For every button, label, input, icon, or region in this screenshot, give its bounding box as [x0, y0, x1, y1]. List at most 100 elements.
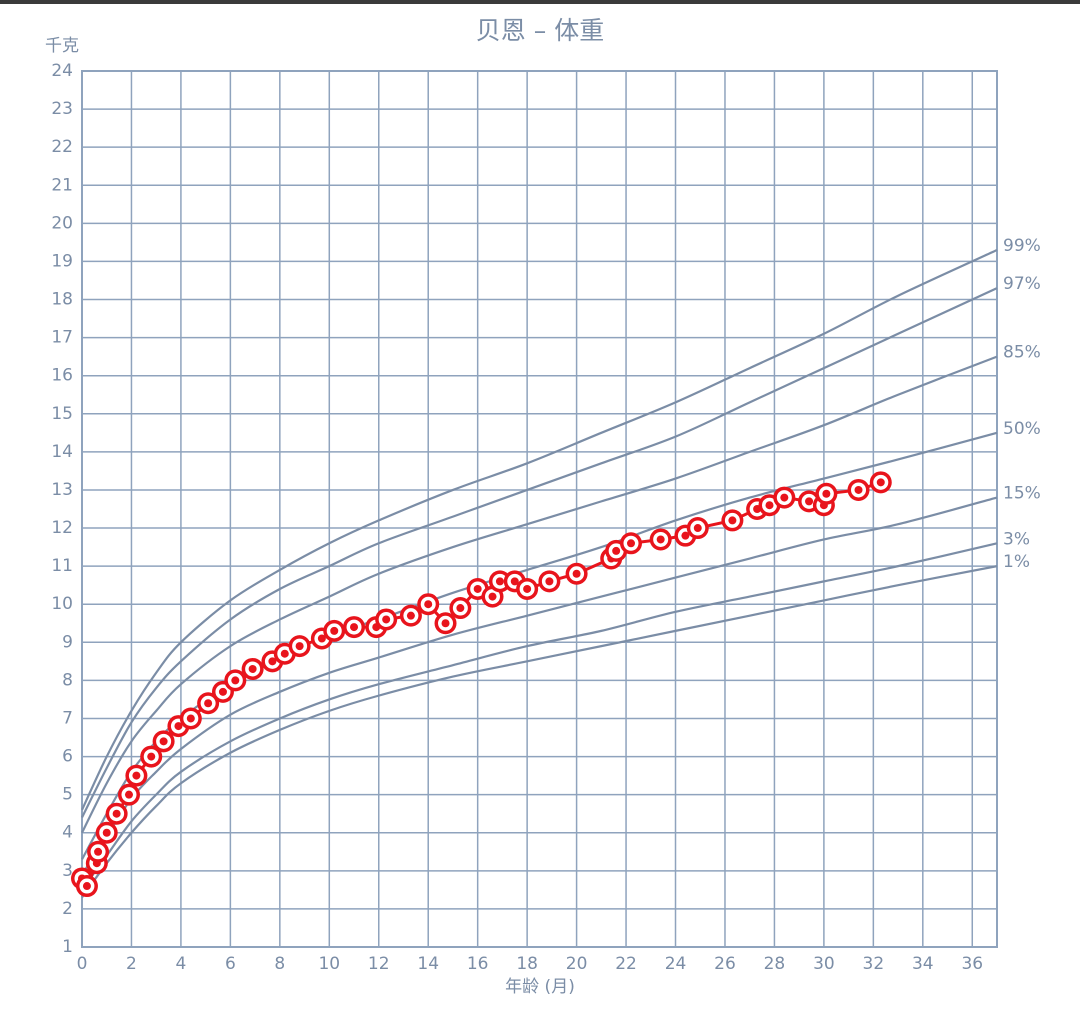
marker-dot [268, 657, 277, 666]
measurement-point [179, 707, 202, 730]
y-tick-label: 6 [62, 747, 73, 767]
measurement-point [565, 562, 588, 585]
marker-dot [780, 493, 789, 502]
marker-dot [545, 577, 554, 586]
marker-dot [174, 722, 183, 731]
chart-title: 贝恩 – 体重 [476, 16, 604, 45]
measurement-line [80, 480, 882, 890]
marker-dot [295, 642, 304, 651]
marker-dot [280, 649, 289, 658]
y-tick-label: 10 [51, 594, 73, 614]
x-tick-label: 14 [417, 954, 439, 974]
measurement-point [125, 764, 148, 787]
marker-dot [627, 539, 635, 548]
y-tick-label: 8 [62, 670, 73, 690]
percentile-curve [81, 287, 998, 818]
marker-dot [495, 577, 504, 586]
marker-dot [728, 516, 737, 525]
marker-dot [488, 592, 497, 601]
marker-dot [805, 497, 814, 506]
y-tick-label: 9 [62, 632, 73, 652]
y-tick-label: 12 [51, 518, 73, 538]
y-tick-label: 23 [51, 99, 73, 119]
measurement-point [152, 730, 175, 753]
y-tick-label: 17 [51, 328, 73, 348]
marker-dot [132, 771, 141, 780]
marker-dot [854, 485, 863, 494]
marker-dot [765, 501, 774, 510]
x-tick-label: 0 [77, 954, 88, 974]
percentile-label: 50% [1003, 419, 1041, 439]
y-tick-label: 3 [62, 861, 73, 881]
y-tick-label: 21 [51, 175, 73, 195]
x-tick-label: 6 [225, 954, 236, 974]
percentile-curve [81, 565, 998, 899]
marker-dot [406, 611, 415, 620]
marker-dot [473, 584, 482, 593]
measurement-point [375, 608, 398, 631]
percentile-label: 97% [1003, 274, 1041, 294]
measurement-point [117, 783, 140, 806]
measurement-point [847, 478, 870, 501]
y-tick-label: 4 [62, 823, 73, 843]
measurement-point [197, 692, 220, 715]
measurement-point [224, 669, 247, 692]
x-tick-label: 36 [961, 954, 983, 974]
measurement-point [815, 482, 838, 505]
marker-dot [147, 752, 156, 761]
marker-dot [572, 569, 581, 578]
marker-dot [350, 623, 359, 632]
x-tick-label: 12 [368, 954, 390, 974]
measurement-point [140, 745, 163, 768]
x-tick-label: 28 [764, 954, 786, 974]
measurement-point [449, 597, 472, 620]
measurement-point [343, 616, 366, 639]
measurement-point [516, 577, 539, 600]
marker-dot [876, 478, 885, 487]
measurement-point [538, 570, 561, 593]
percentile-label: 99% [1003, 236, 1041, 256]
x-tick-label: 24 [665, 954, 687, 974]
marker-dot [424, 600, 433, 609]
y-tick-label: 20 [51, 213, 73, 233]
x-tick-label: 4 [176, 954, 187, 974]
x-tick-label: 20 [566, 954, 588, 974]
x-tick-label: 2 [126, 954, 137, 974]
y-tick-label: 2 [62, 899, 73, 919]
marker-dot [112, 809, 121, 818]
y-tick-label: 16 [51, 366, 73, 386]
x-tick-label: 16 [467, 954, 489, 974]
marker-dot [382, 615, 391, 624]
plot-frame [81, 70, 998, 948]
y-tick-label: 5 [62, 785, 73, 805]
y-tick-label: 22 [51, 137, 73, 157]
y-tick-label: 19 [51, 251, 73, 271]
x-tick-label: 10 [318, 954, 340, 974]
marker-dot [510, 577, 519, 586]
x-tick-label: 34 [912, 954, 934, 974]
measurement-point [434, 612, 457, 635]
x-tick-label: 32 [863, 954, 885, 974]
top-bar [0, 0, 1080, 4]
marker-dot [231, 676, 240, 685]
measurement-point [95, 821, 118, 844]
measurement-point [649, 528, 672, 551]
measurement-point [323, 619, 346, 642]
percentile-curve [81, 542, 998, 891]
y-tick-label: 1 [62, 937, 73, 957]
measurement-point [620, 532, 642, 555]
x-axis-label: 年龄 (月) [505, 977, 575, 997]
measurement-point [417, 593, 440, 616]
marker-dot [218, 687, 227, 696]
percentile-label: 85% [1003, 343, 1041, 363]
marker-dot [248, 664, 257, 673]
measurement-point [211, 680, 234, 703]
measurement-point [241, 657, 264, 680]
marker-dot [330, 626, 339, 635]
marker-dot [124, 790, 133, 799]
marker-dot [94, 847, 103, 856]
measurement-point [288, 635, 311, 658]
measurement-point [721, 509, 744, 532]
